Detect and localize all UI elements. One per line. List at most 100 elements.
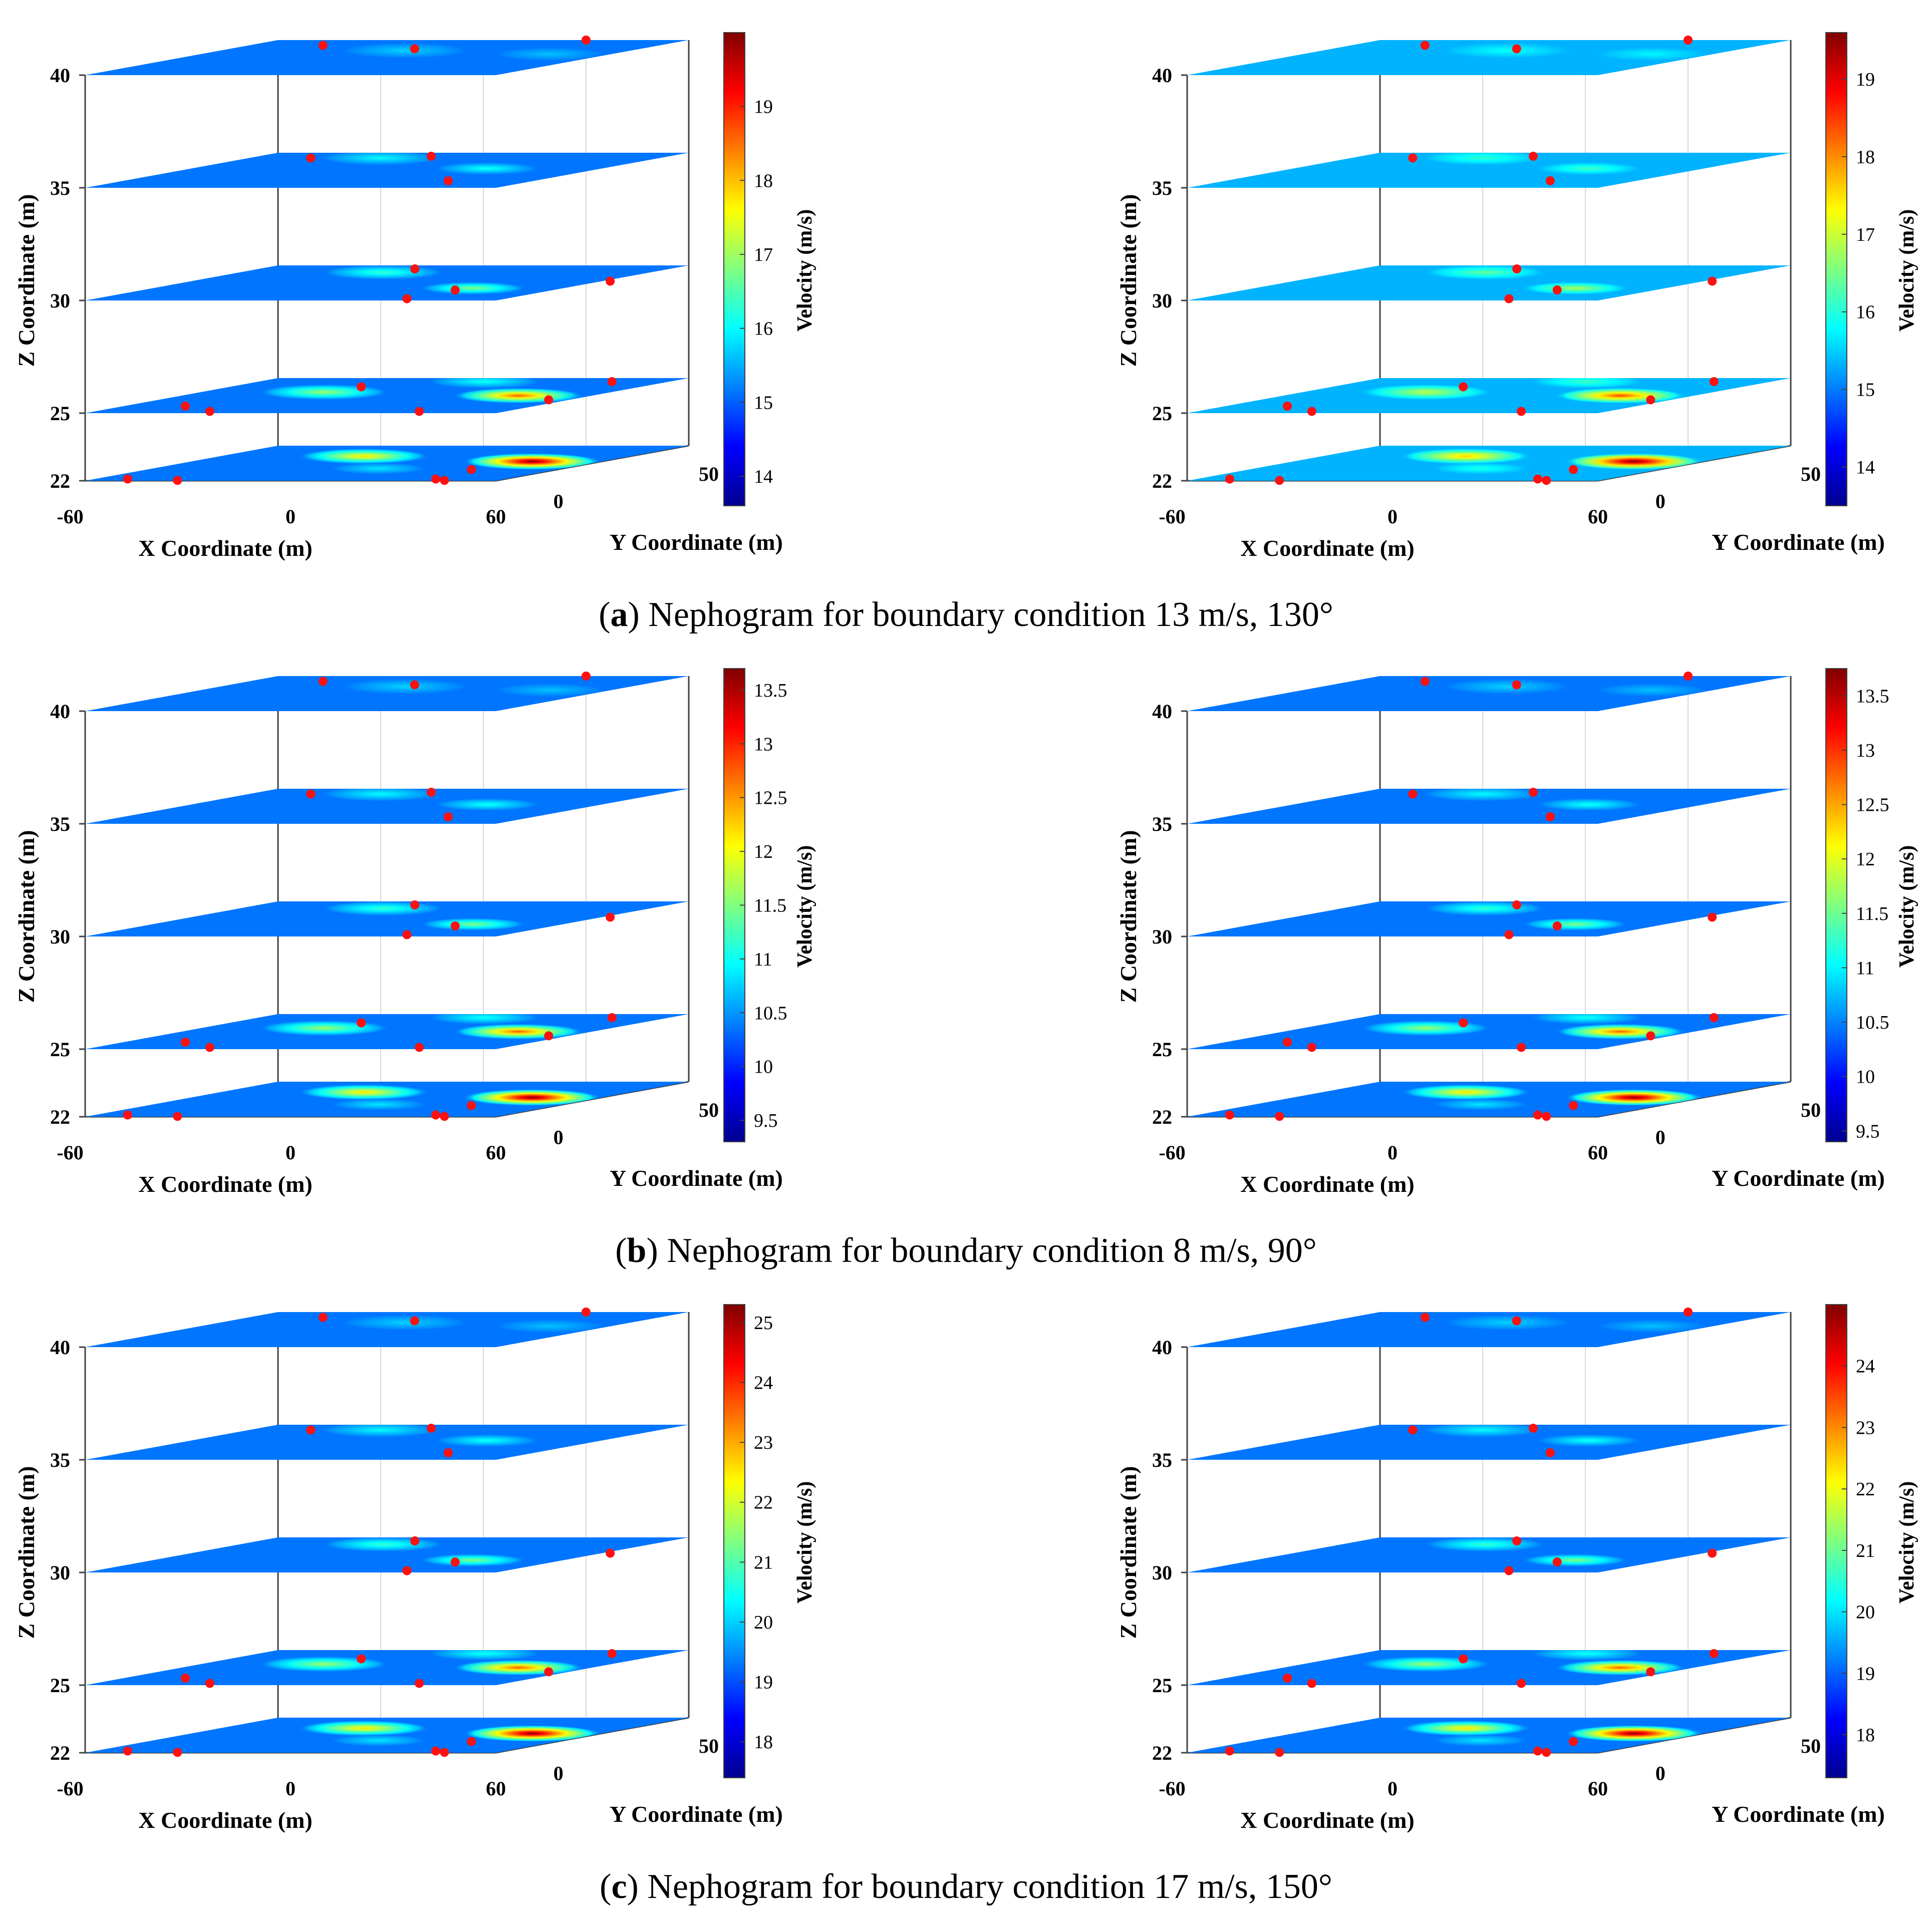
sensor-marker [402, 1566, 412, 1575]
z-axis-label: Z Coordinate (m) [14, 1466, 39, 1639]
hotspot [1521, 1553, 1628, 1567]
colorbar-tick-label: 9.5 [1856, 1121, 1880, 1142]
colorbar-tick-label: 10.5 [1856, 1012, 1889, 1033]
x-tick-label: 60 [486, 505, 506, 528]
hotspot [492, 1319, 608, 1333]
layer-35 [1187, 152, 1791, 188]
y-tick-label: 0 [1655, 1126, 1666, 1149]
z-tick-label: 30 [50, 289, 70, 312]
z-tick-label: 22 [50, 1106, 70, 1128]
colorbar-tick-label: 11 [1856, 957, 1874, 979]
sensor-marker [544, 1667, 554, 1677]
x-axis-label: X Coordinate (m) [1240, 1171, 1415, 1197]
colorbar-tick-label: 14 [754, 466, 773, 487]
caption-a: (a) Nephogram for boundary condition 13 … [599, 595, 1333, 634]
z-tick-label: 40 [50, 64, 70, 87]
y-axis-label: Y Coordinate (m) [1712, 1165, 1885, 1191]
layer-plane [85, 1650, 689, 1685]
hotspot [329, 1098, 428, 1111]
sensor-marker [1512, 44, 1521, 54]
z-tick-label: 40 [50, 700, 70, 723]
layer-22 [1187, 1082, 1791, 1121]
sensor-marker [1545, 812, 1555, 821]
z-axis-label: Z Coordinate (m) [1116, 194, 1141, 367]
hotspot [258, 1020, 390, 1036]
colorbar-tick-label: 21 [754, 1552, 773, 1573]
layer-plane [85, 153, 689, 188]
sensor-marker [544, 1031, 554, 1041]
sensor-marker [1225, 474, 1234, 484]
sensor-marker [1307, 1679, 1316, 1688]
hotspot [1594, 683, 1710, 697]
x-tick-label: 60 [1588, 1777, 1608, 1800]
x-tick-label: 60 [1588, 505, 1608, 528]
x-tick-label: -60 [1159, 1141, 1185, 1164]
z-tick-label: 30 [1152, 289, 1172, 312]
y-tick-label: 0 [554, 1762, 564, 1785]
colorbar-tick-label: 9.5 [754, 1110, 778, 1131]
sensor-marker [205, 1679, 214, 1688]
x-tick-label: 0 [1388, 505, 1398, 528]
hotspot [258, 1656, 390, 1672]
hotspot [1521, 281, 1628, 295]
colorbar-tick-label: 16 [1856, 302, 1875, 323]
sensor-marker [1528, 152, 1538, 161]
x-tick-label: 0 [286, 1777, 296, 1800]
hotspot [1421, 1425, 1544, 1438]
x-tick-label: 0 [286, 1141, 296, 1164]
hotspot [298, 1720, 430, 1736]
hotspot [329, 462, 428, 475]
z-tick-label: 35 [50, 177, 70, 199]
sensor-marker [1569, 1737, 1578, 1746]
colorbar-label: Velocity (m/s) [1895, 845, 1918, 968]
hotspot [427, 1650, 542, 1661]
sensor-marker [1517, 407, 1526, 416]
x-tick-label: 60 [486, 1141, 506, 1164]
layer-plane [1187, 901, 1791, 936]
hotspot [298, 1084, 430, 1100]
colorbar-tick-label: 19 [1856, 1663, 1875, 1684]
sensor-marker [467, 1737, 476, 1746]
y-tick-label: 0 [554, 490, 564, 513]
colorbar-tick-label: 10 [754, 1057, 773, 1078]
chart-b-right: 22 25 30 35 40 -60 0 60 0 50 X Coordinate (m) Y Coo… [1116, 668, 1918, 1197]
hotspot [462, 453, 602, 470]
hotspot [1564, 1089, 1704, 1106]
caption-c: (c) Nephogram for boundary condition 17 … [600, 1867, 1332, 1906]
sensor-marker [1512, 1536, 1522, 1545]
colorbar-tick-label: 13 [1856, 740, 1875, 761]
z-axis-label: Z Coordinate (m) [14, 194, 39, 367]
sensor-marker [357, 382, 366, 392]
hotspot [1424, 1537, 1547, 1552]
x-axis-label: X Coordinate (m) [1240, 1807, 1415, 1833]
sensor-marker [582, 1308, 591, 1317]
sensor-marker [306, 789, 316, 799]
colorbar-label: Velocity (m/s) [793, 845, 816, 968]
colorbar-tick-label: 23 [1856, 1417, 1875, 1438]
y-axis-label: Y Coordinate (m) [610, 1801, 783, 1827]
sensor-marker [582, 36, 591, 45]
z-tick-label: 35 [1152, 177, 1172, 199]
y-axis-label: Y Coordinate (m) [610, 529, 783, 555]
layer-35 [1187, 788, 1791, 824]
chart-a-right: 22 25 30 35 40 -60 0 60 0 50 X Coordinate (m) Y Coo… [1116, 32, 1918, 561]
sensor-marker [1533, 1746, 1542, 1756]
sensor-marker [1684, 36, 1693, 45]
sensor-marker [1708, 1548, 1717, 1558]
chart-a-left: 22 25 30 35 40 -60 0 60 0 50 X Coordinate (m) Y Coo… [14, 32, 816, 561]
sensor-marker [1283, 1674, 1292, 1683]
layer-40 [1187, 672, 1791, 711]
sensor-marker [415, 1043, 424, 1052]
sensor-marker [1684, 1308, 1693, 1317]
colorbar-tick-label: 14 [1856, 457, 1875, 478]
layer-22 [1187, 446, 1791, 485]
sensor-marker [1283, 402, 1292, 411]
sensor-marker [1517, 1679, 1526, 1688]
sensor-marker [582, 672, 591, 681]
x-tick-label: -60 [57, 505, 83, 528]
colorbar-tick-label: 19 [754, 1672, 773, 1693]
hotspot [1431, 1098, 1530, 1111]
colorbar [723, 1304, 745, 1778]
x-tick-label: 0 [1388, 1777, 1398, 1800]
sensor-marker [1684, 672, 1693, 681]
